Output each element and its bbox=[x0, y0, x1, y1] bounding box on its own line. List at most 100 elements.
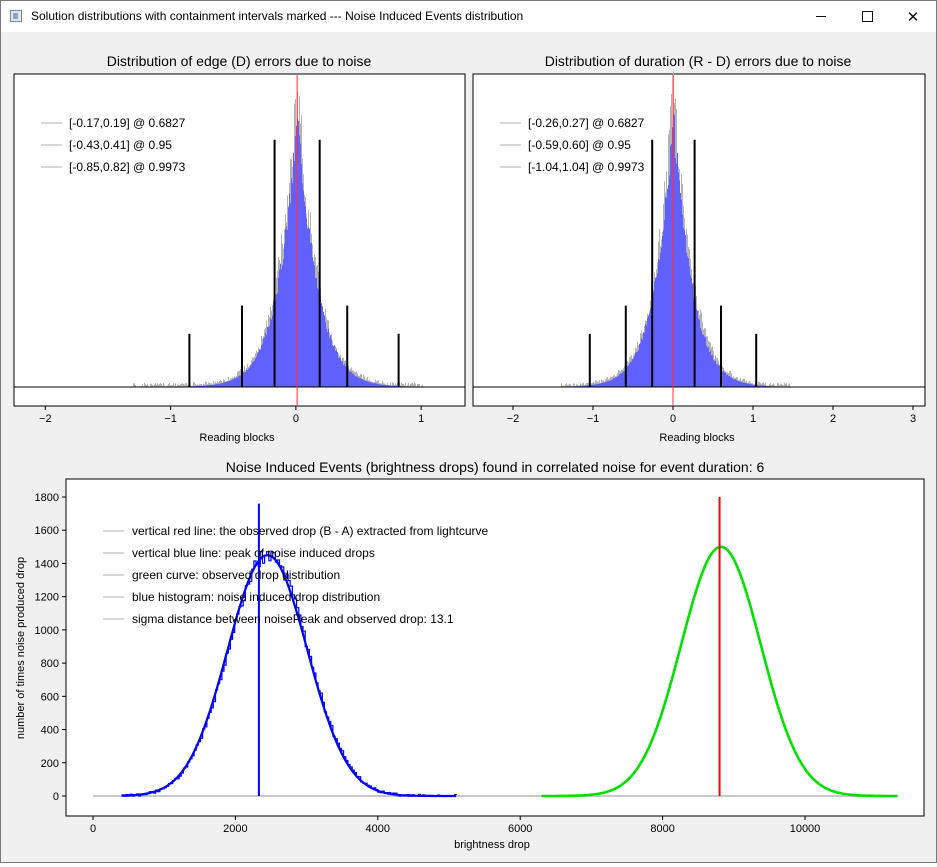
histogram-bar bbox=[658, 259, 659, 387]
histogram-bar bbox=[283, 259, 284, 387]
histogram-bar bbox=[741, 382, 742, 387]
histogram-bar bbox=[606, 382, 607, 387]
histogram-bar bbox=[266, 335, 267, 387]
histogram-bar bbox=[359, 378, 360, 387]
histogram-bar bbox=[245, 372, 246, 387]
histogram-bar bbox=[332, 345, 333, 387]
histogram-bar bbox=[704, 337, 705, 387]
histogram-bar bbox=[629, 364, 630, 387]
histogram-bar bbox=[665, 197, 666, 387]
histogram-bar bbox=[263, 338, 264, 387]
histogram-bar bbox=[615, 377, 616, 387]
histogram-outline-bar bbox=[778, 383, 779, 387]
x-tick-label: 0 bbox=[90, 823, 96, 835]
histogram-bar bbox=[337, 352, 338, 387]
histogram-outline-bar bbox=[133, 383, 134, 387]
histogram-bar bbox=[367, 381, 368, 387]
maximize-icon bbox=[862, 11, 873, 22]
histogram-outline-bar bbox=[157, 383, 158, 387]
histogram-bar bbox=[326, 329, 327, 387]
duration-error-plot: Distribution of duration (R - D) errors … bbox=[473, 53, 925, 444]
histogram-bar bbox=[356, 376, 357, 387]
app-icon bbox=[10, 10, 22, 22]
x-tick-label: −2 bbox=[39, 413, 52, 425]
histogram-bar bbox=[618, 376, 619, 387]
close-button[interactable]: ✕ bbox=[890, 1, 936, 32]
histogram-bar bbox=[292, 183, 293, 387]
histogram-bar bbox=[654, 281, 655, 387]
histogram-bar bbox=[702, 334, 703, 387]
histogram-bar bbox=[313, 261, 314, 387]
histogram-bar bbox=[343, 365, 344, 387]
histogram-bar bbox=[681, 200, 682, 387]
histogram-bar bbox=[734, 380, 735, 387]
histogram-bar bbox=[255, 358, 256, 387]
histogram-bar bbox=[267, 327, 268, 387]
minimize-button[interactable] bbox=[798, 1, 844, 32]
x-tick-label: 6000 bbox=[508, 823, 532, 835]
histogram-bar bbox=[649, 314, 650, 387]
chart-title: Distribution of duration (R - D) errors … bbox=[545, 53, 852, 69]
histogram-bar bbox=[607, 381, 608, 387]
histogram-bar bbox=[691, 278, 692, 387]
histogram-bar bbox=[304, 202, 305, 387]
histogram-bar bbox=[351, 372, 352, 387]
y-axis-label: number of times noise produced drop bbox=[15, 557, 27, 739]
legend-label: blue histogram: noise induced drop distr… bbox=[132, 590, 380, 604]
histogram-outline-bar bbox=[163, 383, 164, 387]
histogram-bar bbox=[663, 230, 664, 387]
histogram-bar bbox=[614, 378, 615, 387]
histogram-bar bbox=[646, 325, 647, 387]
histogram-bar bbox=[622, 372, 623, 387]
histogram-bar bbox=[712, 355, 713, 387]
histogram-bar bbox=[265, 333, 266, 387]
histogram-bar bbox=[373, 383, 374, 387]
histogram-bar bbox=[634, 356, 635, 387]
histogram-bar bbox=[739, 381, 740, 387]
histogram-bar bbox=[711, 355, 712, 387]
legend-label: sigma distance between noisePeak and obs… bbox=[132, 612, 454, 626]
histogram-bar bbox=[368, 382, 369, 387]
histogram-bar bbox=[280, 264, 281, 387]
histogram-bar bbox=[285, 229, 286, 387]
histogram-bar bbox=[362, 379, 363, 387]
histogram-outline-bar bbox=[134, 383, 135, 387]
legend-label: [-0.17,0.19] @ 0.6827 bbox=[69, 116, 186, 130]
histogram-bar bbox=[300, 144, 301, 387]
x-tick-label: 1 bbox=[750, 413, 756, 425]
histogram-bar bbox=[638, 350, 639, 387]
histogram-bar bbox=[370, 383, 371, 387]
histogram-outline-bar bbox=[185, 383, 186, 387]
legend-label: [-0.59,0.60] @ 0.95 bbox=[528, 138, 631, 152]
histogram-bar bbox=[705, 337, 706, 387]
histogram-bar bbox=[730, 377, 731, 387]
histogram-bar bbox=[611, 380, 612, 387]
histogram-bar bbox=[633, 359, 634, 387]
histogram-bar bbox=[375, 383, 376, 387]
histogram-bar bbox=[288, 207, 289, 387]
x-tick-label: 1 bbox=[418, 413, 424, 425]
histogram-bar bbox=[327, 332, 328, 387]
histogram-bar bbox=[363, 380, 364, 387]
histogram-bar bbox=[289, 193, 290, 387]
histogram-bar bbox=[608, 381, 609, 387]
histogram-bar bbox=[231, 380, 232, 387]
maximize-button[interactable] bbox=[844, 1, 890, 32]
histogram-bar bbox=[222, 383, 223, 387]
histogram-bar bbox=[249, 368, 250, 387]
histogram-outline-bar bbox=[160, 383, 161, 387]
histogram-bar bbox=[333, 346, 334, 387]
histogram-bar bbox=[675, 158, 676, 387]
histogram-bar bbox=[631, 362, 632, 387]
histogram-bar bbox=[605, 382, 606, 387]
histogram-bar bbox=[269, 326, 270, 387]
x-axis-label: Reading blocks bbox=[199, 432, 275, 444]
histogram-bar bbox=[226, 382, 227, 387]
histogram-bar bbox=[668, 185, 669, 387]
legend-label: vertical red line: the observed drop (B … bbox=[132, 524, 488, 538]
histogram-bar bbox=[700, 328, 701, 387]
